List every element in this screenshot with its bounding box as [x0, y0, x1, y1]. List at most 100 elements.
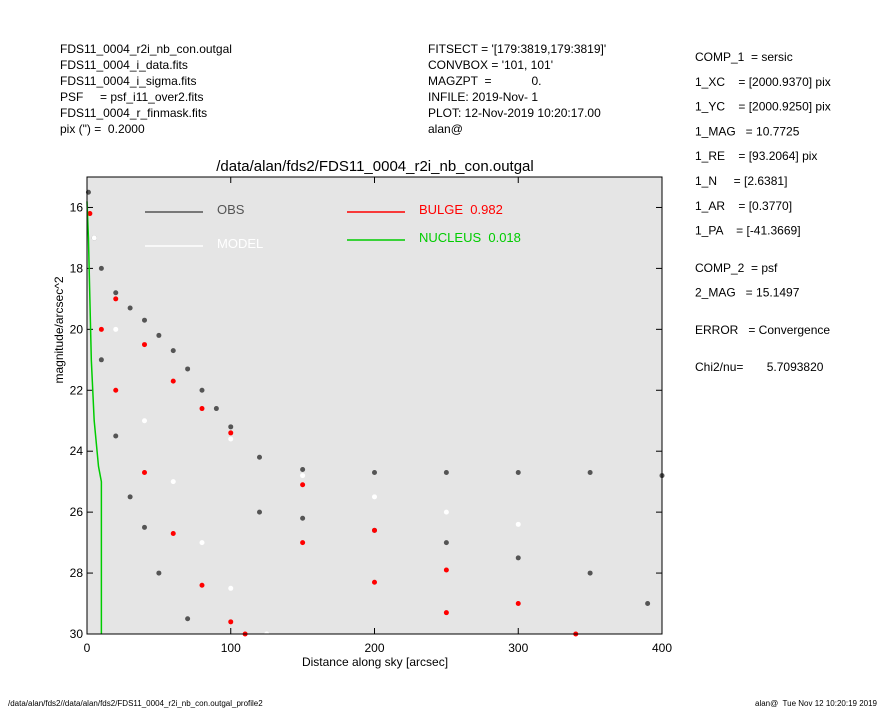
header-left-line: PSF = psf_i11_over2.fits: [60, 90, 204, 104]
header-left-line: FDS11_0004_i_sigma.fits: [60, 74, 197, 88]
data-point: [142, 524, 147, 530]
data-point: [443, 610, 449, 616]
data-point: [91, 235, 97, 241]
data-point: [257, 509, 262, 515]
fit-summary-line: 1_XC = [2000.9370] pix: [695, 75, 831, 89]
fit-summary-line: 1_RE = [93.2064] pix: [695, 149, 817, 163]
fit-summary-line: 1_MAG = 10.7725: [695, 124, 800, 138]
data-point: [113, 387, 119, 393]
header-center-line: PLOT: 12-Nov-2019 10:20:17.00: [428, 106, 601, 120]
x-tick-label: 100: [221, 641, 241, 655]
data-point: [515, 555, 521, 561]
data-point: [170, 348, 176, 354]
data-point: [228, 424, 234, 430]
header-center-line: CONVBOX = '101, 101': [428, 58, 553, 72]
data-point: [372, 470, 377, 476]
data-point: [443, 509, 449, 515]
data-point: [228, 436, 234, 442]
header-center-line: INFILE: 2019-Nov- 1: [428, 90, 538, 104]
data-point: [113, 296, 119, 302]
legend-label: NUCLEUS 0.018: [419, 230, 521, 245]
legend-label: OBS: [217, 202, 245, 217]
data-point: [443, 470, 449, 476]
data-point: [185, 616, 191, 622]
data-point: [156, 570, 162, 576]
data-point: [300, 515, 306, 521]
data-point: [515, 470, 521, 476]
header-center-line: MAGZPT = 0.: [428, 74, 541, 88]
x-tick-label: 200: [364, 641, 384, 655]
footer-right: alan@ Tue Nov 12 10:20:19 2019: [755, 699, 878, 708]
data-point: [257, 454, 262, 460]
nucleus-line: [86, 201, 103, 634]
fit-summary-line: 1_YC = [2000.9250] pix: [695, 100, 831, 114]
fit-summary-line: 2_MAG = 15.1497: [695, 286, 800, 300]
fit-summary-line: 1_N = [2.6381]: [695, 174, 787, 188]
header-left-line: FDS11_0004_r_finmask.fits: [60, 106, 207, 120]
data-point: [170, 530, 176, 536]
data-point: [300, 473, 306, 479]
data-point: [142, 418, 147, 424]
data-point: [228, 430, 234, 436]
data-point: [228, 585, 234, 591]
data-point: [515, 521, 521, 527]
footer-left: /data/alan/fds2//data/alan/fds2/FDS11_00…: [8, 699, 263, 708]
data-point: [228, 619, 234, 625]
data-point: [185, 366, 191, 372]
y-tick-label: 30: [70, 627, 84, 641]
legend-label: BULGE 0.982: [419, 202, 503, 217]
fit-summary-line: COMP_1 = sersic: [695, 50, 793, 64]
data-point: [113, 326, 119, 332]
x-tick-label: 400: [652, 641, 672, 655]
y-tick-label: 28: [70, 566, 84, 580]
fit-summary-line: ERROR = Convergence: [695, 323, 830, 337]
y-tick-label: 24: [70, 444, 84, 458]
data-point: [98, 357, 104, 363]
data-point: [199, 540, 205, 546]
plot-area: [87, 177, 662, 634]
data-point: [127, 305, 133, 311]
data-point: [515, 601, 521, 607]
data-point: [587, 470, 593, 476]
data-point: [170, 378, 176, 384]
fit-summary-line: 1_AR = [0.3770]: [695, 199, 792, 213]
y-tick-label: 20: [70, 322, 84, 336]
data-point: [199, 387, 205, 393]
header-left-line: FDS11_0004_i_data.fits: [60, 58, 188, 72]
data-point: [87, 211, 93, 217]
x-tick-label: 300: [508, 641, 528, 655]
header-left-line: FDS11_0004_r2i_nb_con.outgal: [60, 42, 232, 56]
data-point: [170, 479, 176, 485]
data-point: [142, 342, 147, 348]
x-tick-label: 0: [84, 641, 91, 655]
data-point: [300, 540, 306, 546]
data-point: [300, 482, 306, 488]
legend-label: MODEL: [217, 236, 263, 251]
data-point: [300, 466, 306, 472]
data-point: [142, 470, 147, 476]
x-axis-label: Distance along sky [arcsec]: [302, 655, 448, 669]
data-point: [443, 540, 449, 546]
y-axis-label: magnitude/arcsec^2: [52, 276, 66, 383]
chart-title: /data/alan/fds2/FDS11_0004_r2i_nb_con.ou…: [216, 158, 533, 175]
data-point: [443, 567, 449, 573]
data-point: [372, 527, 377, 533]
y-tick-label: 22: [70, 383, 84, 397]
data-point: [98, 326, 104, 332]
data-point: [645, 601, 651, 607]
header-center-line: FITSECT = '[179:3819,179:3819]': [428, 42, 606, 56]
fit-summary-line: Chi2/nu= 5.7093820: [695, 360, 824, 374]
header-center-line: alan@: [428, 122, 463, 136]
data-point: [587, 570, 593, 576]
plot-frame: [86, 176, 663, 635]
data-point: [199, 582, 205, 588]
data-point: [156, 332, 162, 338]
data-point: [98, 265, 104, 271]
data-point: [213, 406, 219, 412]
data-point: [199, 406, 205, 412]
data-point: [142, 317, 147, 323]
header-left-line: pix (") = 0.2000: [60, 122, 145, 136]
data-point: [113, 433, 119, 439]
y-tick-label: 18: [70, 261, 84, 275]
